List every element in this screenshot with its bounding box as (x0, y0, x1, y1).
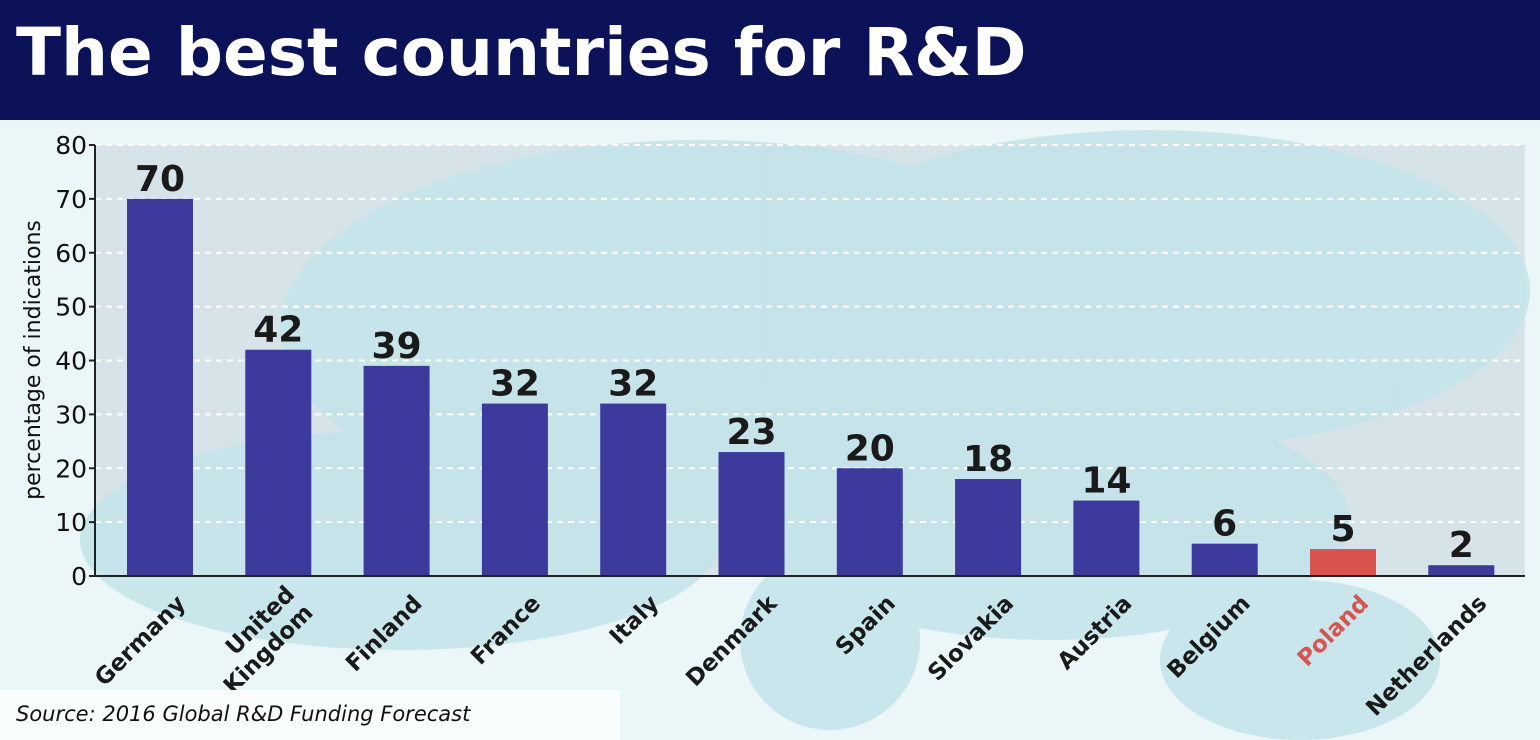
source-note: Source: 2016 Global R&D Funding Forecast (16, 702, 471, 726)
data-label: 5 (1330, 509, 1355, 550)
data-label: 18 (963, 439, 1013, 480)
data-label: 42 (253, 310, 303, 351)
source-box: Source: 2016 Global R&D Funding Forecast (0, 690, 620, 740)
chart-title: The best countries for R&D (16, 14, 1027, 91)
y-axis-ticks: 0 10 20 30 40 50 60 70 80 (55, 131, 95, 591)
bar-denmark (718, 452, 785, 576)
bar-france (481, 403, 548, 576)
data-label: 2 (1449, 525, 1474, 566)
bar-italy (600, 403, 667, 576)
map-background (80, 130, 1530, 740)
data-labels: 70 42 39 32 32 23 20 18 14 6 5 2 (135, 159, 1474, 566)
y-tick-label: 0 (71, 562, 87, 591)
data-label: 32 (608, 364, 658, 405)
y-tick-label: 30 (55, 400, 87, 429)
bars (127, 198, 1495, 576)
bar-poland (1310, 549, 1376, 576)
data-label: 39 (372, 326, 422, 367)
data-label: 20 (845, 428, 895, 469)
y-tick-label: 10 (55, 508, 87, 537)
y-tick-label: 70 (55, 185, 87, 214)
gridlines (95, 144, 1525, 524)
bar-germany (127, 198, 193, 576)
y-tick-label: 20 (55, 454, 87, 483)
bar-united-kingdom (245, 349, 312, 576)
bar-austria (1073, 500, 1140, 576)
y-tick-label: 50 (55, 293, 87, 322)
y-tick-label: 40 (55, 347, 87, 376)
data-label: 23 (726, 412, 776, 453)
title-bar: The best countries for R&D (0, 0, 1540, 120)
y-tick-label: 80 (55, 131, 87, 160)
data-label: 70 (135, 159, 185, 200)
bar-slovakia (955, 479, 1022, 576)
data-label: 14 (1081, 461, 1131, 502)
data-label: 32 (490, 364, 540, 405)
bar-netherlands (1428, 565, 1495, 576)
bar-spain (836, 468, 903, 576)
bar-finland (363, 365, 430, 576)
y-tick-label: 60 (55, 239, 87, 268)
data-label: 6 (1212, 504, 1237, 545)
y-axis-label: percentage of indications (21, 220, 46, 500)
bar-belgium (1191, 543, 1258, 576)
